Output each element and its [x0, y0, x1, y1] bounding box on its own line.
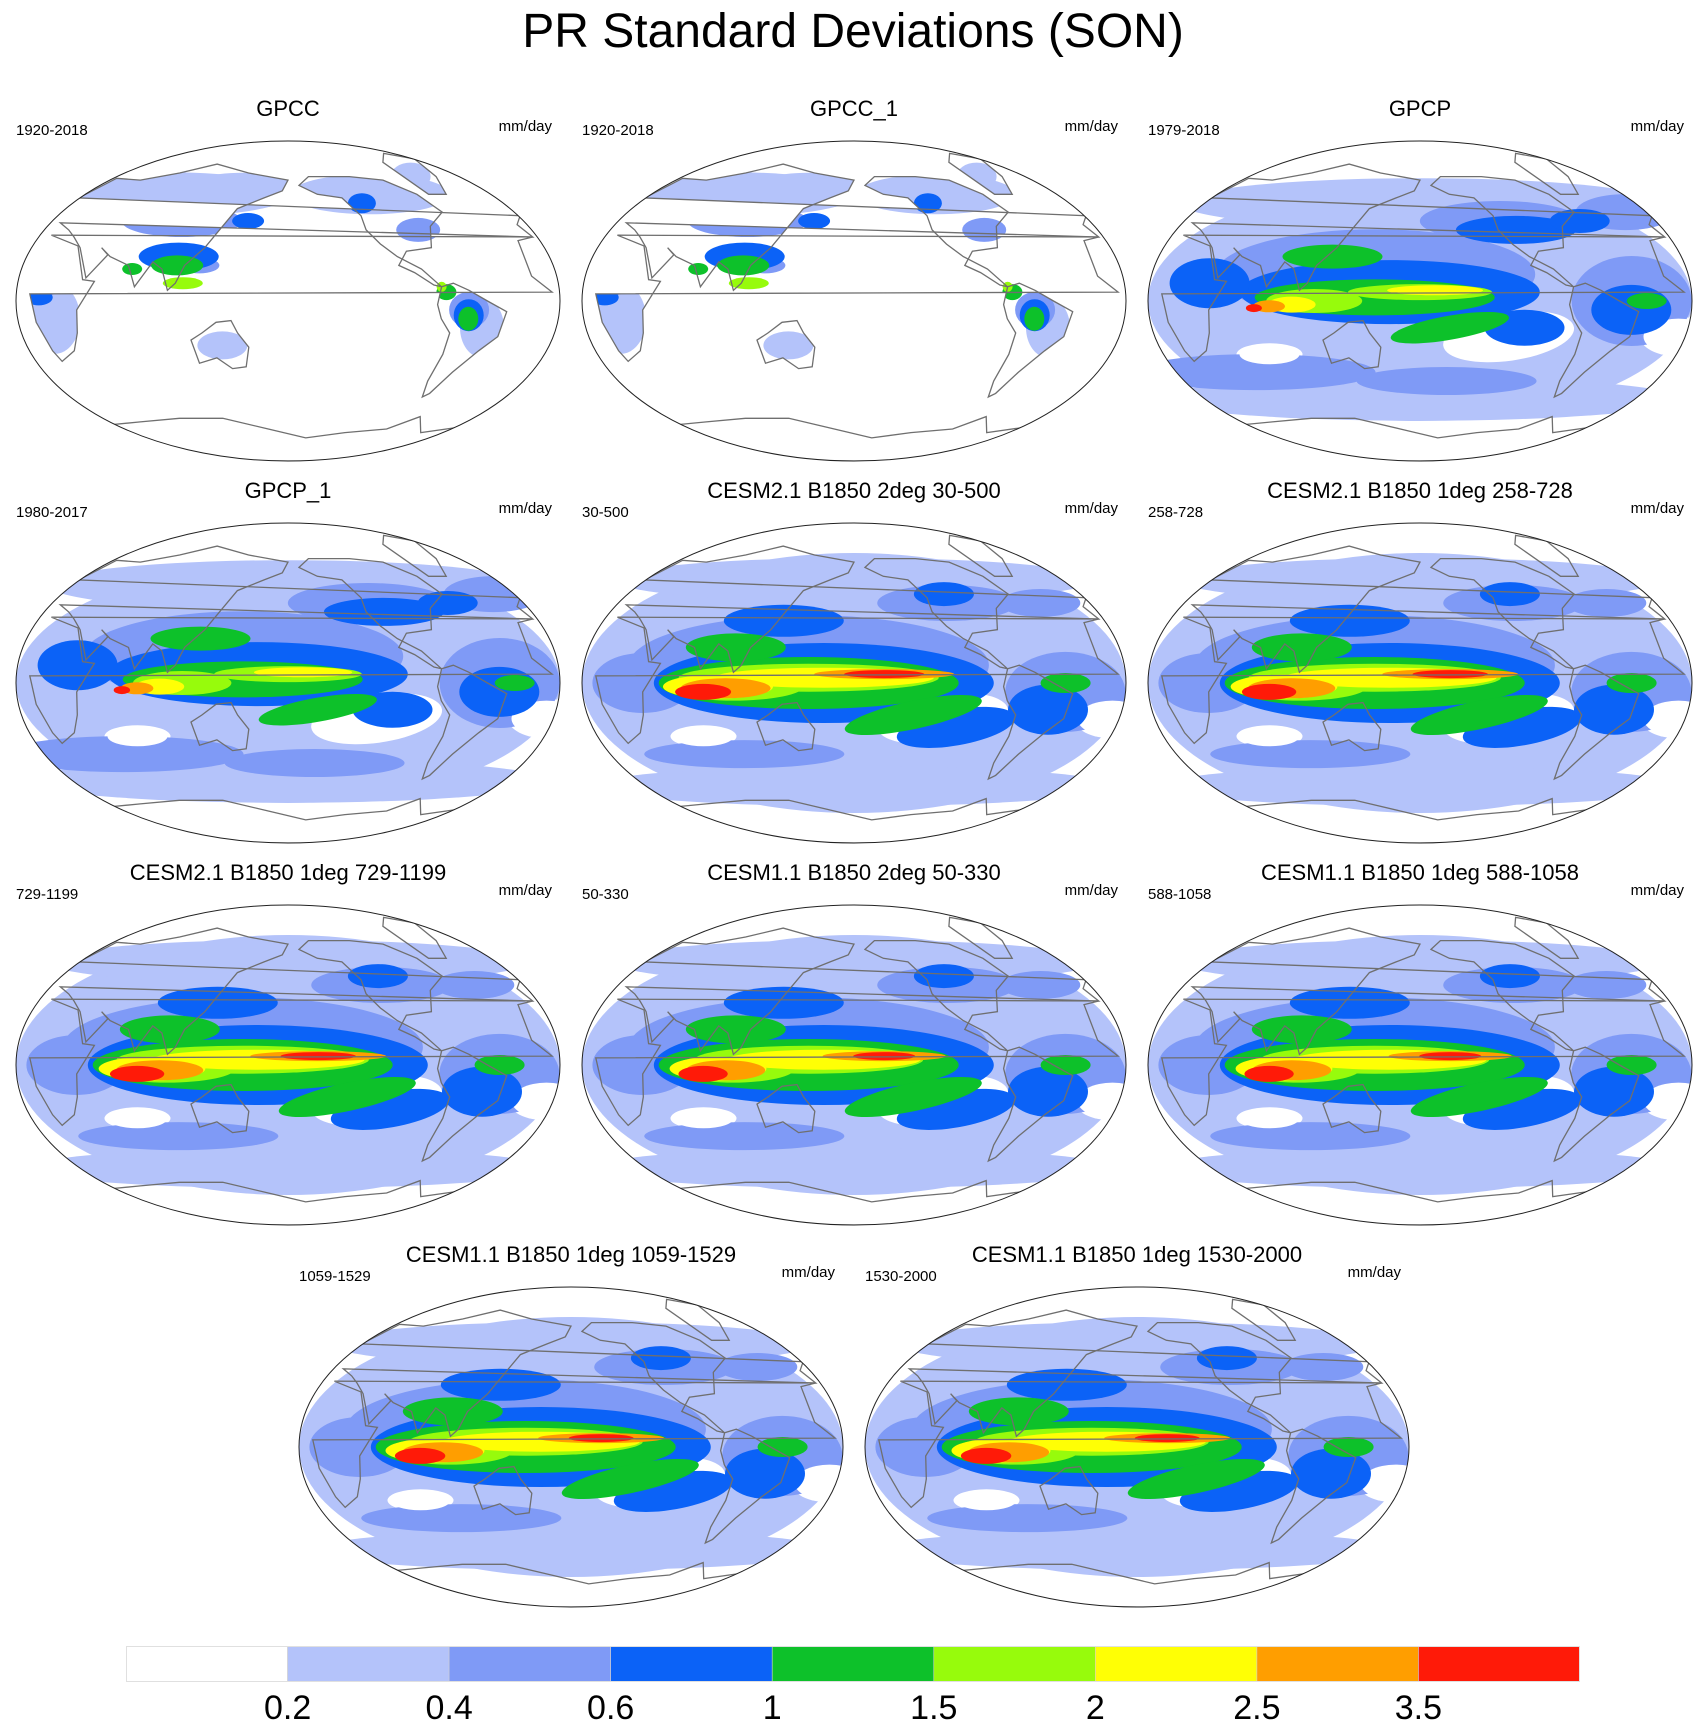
panel-period: 1530-2000 — [865, 1268, 937, 1285]
map-panel: CESM1.1 B1850 1deg 1059-1529 1059-1529 mm/… — [291, 1242, 851, 1622]
map-panel: CESM2.1 B1850 2deg 30-500 30-500 mm/day — [574, 478, 1134, 858]
panel-units: mm/day — [1064, 118, 1118, 135]
precip-std-map — [1142, 136, 1698, 466]
panel-units: mm/day — [1347, 1264, 1401, 1281]
panel-title: CESM1.1 B1850 2deg 50-330 — [707, 860, 1001, 885]
panel-units: mm/day — [1630, 118, 1684, 135]
panel-period: 1920-2018 — [16, 122, 88, 139]
panel-title: CESM1.1 B1850 1deg 588-1058 — [1260, 860, 1579, 885]
panel-units: mm/day — [498, 882, 552, 899]
panel-title: GPCC — [256, 96, 320, 121]
panel-units: mm/day — [781, 1264, 835, 1281]
colorbar-swatch — [448, 1646, 611, 1682]
panel-period: 30-500 — [582, 504, 629, 521]
panel-period: 588-1058 — [1148, 886, 1212, 903]
precip-std-map — [576, 136, 1132, 466]
colorbar-swatch — [771, 1646, 935, 1682]
colorbar-tick-label: 1.5 — [910, 1689, 958, 1727]
panel-title: CESM2.1 B1850 1deg 729-1199 — [129, 860, 447, 885]
panel-title: GPCC_1 — [809, 96, 899, 121]
colorbar-tick-label: 2 — [1085, 1689, 1105, 1727]
map-panel: CESM1.1 B1850 1deg 1530-2000 1530-2000 mm/… — [857, 1242, 1417, 1622]
panel-period: 258-728 — [1148, 504, 1204, 521]
precip-std-map — [10, 900, 566, 1230]
colorbar-tick-label: 0.6 — [587, 1689, 635, 1727]
panel-title: GPCP_1 — [244, 478, 332, 503]
map-panel: GPCC_1 1920-2018 mm/day — [574, 96, 1134, 476]
precip-std-map — [293, 1282, 849, 1612]
panel-period: 50-330 — [582, 886, 629, 903]
map-panel: GPCP 1979-2018 mm/day — [1140, 96, 1700, 476]
colorbar-swatch — [287, 1646, 450, 1682]
colorbar-swatch — [933, 1646, 1096, 1682]
map-panel: CESM1.1 B1850 2deg 50-330 50-330 mm/day — [574, 860, 1134, 1240]
panel-title: CESM1.1 B1850 1deg 1059-1529 — [405, 1242, 737, 1267]
panel-period: 1920-2018 — [582, 122, 654, 139]
panel-title: CESM1.1 B1850 1deg 1530-2000 — [971, 1242, 1303, 1267]
panel-units: mm/day — [1064, 500, 1118, 517]
panel-period: 1979-2018 — [1148, 122, 1220, 139]
colorbar-tick-label: 3.5 — [1394, 1689, 1443, 1727]
map-panel: CESM1.1 B1850 1deg 588-1058 588-1058 mm/da… — [1140, 860, 1700, 1240]
precip-std-map — [1142, 518, 1698, 848]
panel-units: mm/day — [498, 500, 552, 517]
colorbar-swatch — [126, 1646, 288, 1682]
colorbar-swatch — [1095, 1646, 1258, 1682]
precip-std-map — [859, 1282, 1415, 1612]
map-panel: GPCC 1920-2018 mm/day — [8, 96, 568, 476]
panel-period: 1059-1529 — [299, 1268, 371, 1285]
figure-title: PR Standard Deviations (SON) — [522, 5, 1184, 58]
panel-period: 729-1199 — [16, 886, 79, 903]
colorbar-tick-label: 2.5 — [1233, 1689, 1281, 1727]
colorbar — [126, 1646, 1580, 1682]
panel-units: mm/day — [1064, 882, 1118, 899]
panel-units: mm/day — [1630, 500, 1684, 517]
colorbar-tick-label: 0.4 — [425, 1689, 473, 1727]
panel-title: CESM2.1 B1850 1deg 258-728 — [1267, 478, 1573, 503]
precip-std-map — [576, 900, 1132, 1230]
panel-units: mm/day — [1630, 882, 1684, 899]
colorbar-swatch — [610, 1646, 773, 1682]
panel-units: mm/day — [498, 118, 552, 135]
colorbar-tick-label: 0.2 — [263, 1689, 312, 1727]
precip-std-map — [576, 518, 1132, 848]
map-panel: GPCP_1 1980-2017 mm/day — [8, 478, 568, 858]
colorbar-swatch — [1418, 1646, 1580, 1682]
precip-std-map — [10, 518, 566, 848]
precip-std-map — [1142, 900, 1698, 1230]
panel-title: CESM2.1 B1850 2deg 30-500 — [707, 478, 1001, 503]
panel-period: 1980-2017 — [16, 504, 88, 521]
map-panel: CESM2.1 B1850 1deg 729-1199 729-1199 mm/da… — [8, 860, 568, 1240]
colorbar-swatch — [1256, 1646, 1419, 1682]
map-panel: CESM2.1 B1850 1deg 258-728 258-728 mm/day — [1140, 478, 1700, 858]
colorbar-tick-label: 1 — [762, 1689, 782, 1727]
panel-title: GPCP — [1388, 96, 1452, 121]
precip-std-map — [10, 136, 566, 466]
